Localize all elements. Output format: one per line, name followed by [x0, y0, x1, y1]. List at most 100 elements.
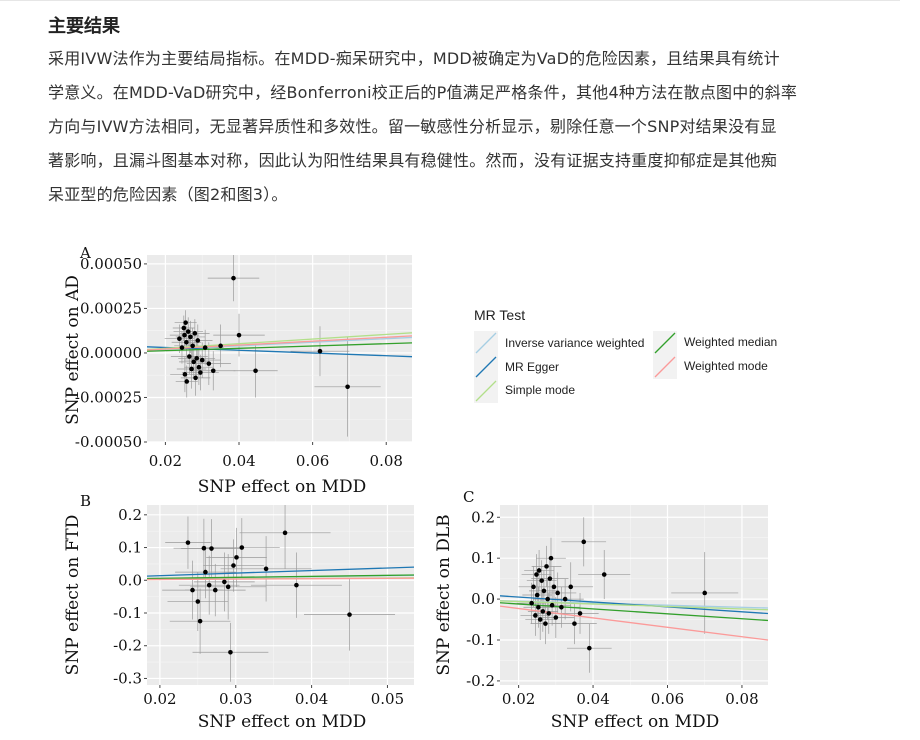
data-point — [190, 343, 195, 349]
panel-label: C — [463, 488, 474, 506]
data-point — [551, 584, 557, 590]
legend-key-line — [475, 332, 497, 354]
data-point — [197, 618, 203, 624]
data-point — [181, 325, 187, 331]
data-point — [546, 611, 552, 616]
regression-line — [500, 595, 768, 615]
data-point — [547, 576, 553, 581]
data-point — [239, 545, 245, 550]
data-point — [347, 612, 352, 617]
legend-key-line — [654, 356, 676, 378]
legend-label: Weighted median — [684, 335, 777, 349]
x-tick-label: 0.02 — [502, 690, 535, 708]
data-point — [541, 588, 547, 594]
data-point — [553, 615, 559, 620]
data-point — [206, 361, 212, 366]
legend-title: MR Test — [474, 307, 525, 323]
data-point — [194, 355, 199, 361]
data-point — [202, 345, 208, 350]
legend-item-weighted-median: Weighted median — [653, 331, 777, 355]
data-point — [193, 375, 198, 381]
regression-line — [500, 600, 768, 611]
data-point — [182, 372, 188, 377]
data-point — [184, 339, 189, 345]
data-point — [294, 582, 299, 588]
data-point — [189, 366, 194, 372]
y-tick-label: 0.00000 — [80, 344, 142, 362]
y-axis-label: SNP effect on AD — [63, 275, 83, 425]
y-tick-label: -0.00050 — [75, 433, 142, 451]
data-point — [201, 545, 207, 551]
y-axis-label: SNP effect on FTD — [63, 515, 83, 676]
y-tick-label: 0.2 — [471, 508, 495, 526]
y-tick-label: 0.00050 — [80, 255, 142, 273]
legend: MR Test Inverse variance weighted MR Egg… — [474, 307, 777, 403]
y-tick-label: -0.1 — [466, 631, 495, 649]
data-point — [548, 555, 554, 561]
legend-key-line — [475, 356, 497, 378]
data-point — [581, 539, 587, 545]
data-point — [531, 584, 536, 590]
legend-label: MR Egger — [505, 360, 559, 374]
data-point — [195, 599, 201, 604]
data-point — [209, 546, 214, 551]
regression-line — [500, 602, 768, 622]
data-point — [236, 332, 242, 338]
y-tick-label: -0.2 — [466, 672, 495, 690]
plot-area-a: 0.02 0.04 0.06 0.08 -0.00050 -0.00025 0.00000 0… — [75, 255, 412, 470]
legend-label: Simple mode — [505, 383, 575, 397]
plot-background — [147, 505, 414, 685]
y-tick-label: -0.3 — [113, 669, 142, 687]
data-point — [218, 343, 223, 349]
panel-c: C 0.02 0.04 0.06 0.08 -0.2 -0.1 0.0 0.1 0.2 SNP … — [434, 488, 768, 732]
legend-item-weighted-mode: Weighted mode — [653, 355, 768, 379]
data-point — [536, 604, 541, 610]
y-tick-label: 0.0 — [471, 590, 495, 608]
x-axis-label: SNP effect on MDD — [551, 712, 720, 732]
legend-item-mr-egger: MR Egger — [474, 355, 559, 379]
data-point — [191, 359, 197, 365]
data-point — [537, 617, 543, 622]
data-point — [587, 645, 592, 651]
regression-line — [147, 577, 414, 581]
data-point — [601, 572, 607, 577]
data-point — [188, 334, 193, 340]
data-point — [183, 320, 188, 325]
data-point — [253, 368, 258, 374]
data-point — [225, 584, 231, 590]
y-tick-label: 0.00025 — [80, 299, 142, 317]
y-tick-label: 0.2 — [118, 506, 142, 524]
panel-b: B 0.02 0.03 0.04 0.05-0.3-0.2-0.10.00.10.2 … — [63, 492, 414, 732]
data-point — [182, 332, 187, 338]
top-divider — [0, 0, 900, 1]
data-point — [234, 555, 239, 560]
data-point — [210, 368, 216, 374]
data-point — [231, 563, 236, 568]
x-tick-label: 0.03 — [219, 690, 252, 708]
data-point — [231, 275, 236, 281]
plot-area-b: 0.02 0.03 0.04 0.05 -0.3 -0.2 -0.1 0.0 0.1 0.2 — [113, 505, 414, 708]
x-tick-label: 0.02 — [149, 452, 182, 470]
legend-label: Inverse variance weighted — [505, 336, 644, 350]
data-point — [203, 569, 208, 575]
y-tick-label: 0.0 — [118, 571, 142, 589]
data-point — [212, 587, 218, 593]
data-point — [702, 590, 708, 596]
x-tick-label: 0.08 — [370, 452, 403, 470]
regression-line — [147, 346, 412, 358]
data-point — [540, 609, 546, 614]
paragraph-line: 著影响，且漏斗图基本对称，因此认为阳性结果具有稳健性。然而，没有证据支持重度抑郁… — [48, 151, 778, 170]
data-point — [559, 604, 564, 610]
data-point — [555, 590, 560, 596]
panel-a: A 0.02 0.04 0.06 0.08 -0.00050 -0.00025 0.0000… — [63, 244, 412, 497]
data-point — [199, 357, 205, 363]
y-tick-label: -0.00025 — [75, 388, 142, 406]
data-point — [190, 587, 195, 593]
data-point — [545, 596, 550, 602]
data-point — [228, 649, 233, 655]
data-point — [549, 602, 555, 608]
data-point — [184, 379, 190, 384]
data-point — [534, 592, 540, 598]
plot-area-c: 0.02 0.04 0.06 0.08 -0.2 -0.1 0.0 0.1 0.2 — [466, 505, 768, 708]
data-point — [577, 611, 583, 616]
